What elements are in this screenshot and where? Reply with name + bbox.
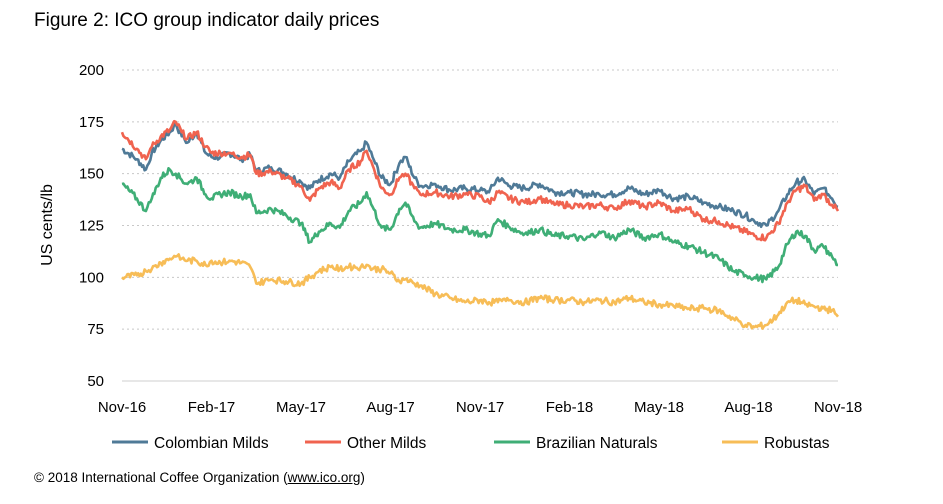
ico-website-link[interactable]: www.ico.org bbox=[287, 470, 361, 485]
legend-label-colombian-milds: Colombian Milds bbox=[154, 435, 269, 452]
y-axis-ticks: 50 75 100 125 150 175 200 bbox=[79, 62, 104, 390]
copyright-prefix: © 2018 International Coffee Organization… bbox=[34, 470, 288, 485]
figure-title: Figure 2: ICO group indicator daily pric… bbox=[34, 10, 380, 31]
y-tick-label: 175 bbox=[79, 114, 104, 131]
x-axis-ticks: Nov-16 Feb-17 May-17 Aug-17 Nov-17 Feb-18 May-… bbox=[98, 399, 862, 416]
x-tick-label: Aug-18 bbox=[724, 399, 772, 416]
series-line-robustas bbox=[121, 253, 840, 330]
y-tick-label: 150 bbox=[79, 166, 104, 183]
gridlines bbox=[122, 69, 838, 330]
x-tick-label: Feb-18 bbox=[546, 399, 594, 416]
copyright-suffix: ) bbox=[360, 470, 365, 485]
x-tick-label: Nov-18 bbox=[814, 399, 862, 416]
y-tick-label: 50 bbox=[87, 373, 104, 390]
legend-label-robustas: Robustas bbox=[764, 435, 830, 452]
y-axis-label: US cents/lb bbox=[39, 184, 56, 266]
series-line-brazilian-naturals bbox=[121, 167, 838, 284]
x-tick-label: Nov-16 bbox=[98, 399, 146, 416]
y-tick-label: 125 bbox=[79, 218, 104, 235]
x-tick-label: Nov-17 bbox=[456, 399, 504, 416]
line-chart: 50 75 100 125 150 175 200 Nov-16 Feb-17 May-17 Au… bbox=[39, 62, 862, 452]
series-line-other-milds bbox=[120, 119, 840, 242]
x-tick-label: Feb-17 bbox=[188, 399, 236, 416]
series-lines bbox=[120, 119, 840, 330]
legend-label-brazilian-naturals: Brazilian Naturals bbox=[536, 435, 658, 452]
series-line-colombian-milds bbox=[121, 122, 839, 229]
legend-label-other-milds: Other Milds bbox=[347, 435, 426, 452]
y-tick-label: 100 bbox=[79, 269, 104, 286]
x-tick-label: May-17 bbox=[276, 399, 326, 416]
x-tick-label: Aug-17 bbox=[366, 399, 414, 416]
y-tick-label: 75 bbox=[87, 321, 104, 338]
y-tick-label: 200 bbox=[79, 62, 104, 79]
legend: Colombian Milds Other Milds Brazilian Natu… bbox=[112, 435, 830, 452]
x-tick-label: May-18 bbox=[634, 399, 684, 416]
copyright-note: © 2018 International Coffee Organization… bbox=[34, 470, 365, 485]
